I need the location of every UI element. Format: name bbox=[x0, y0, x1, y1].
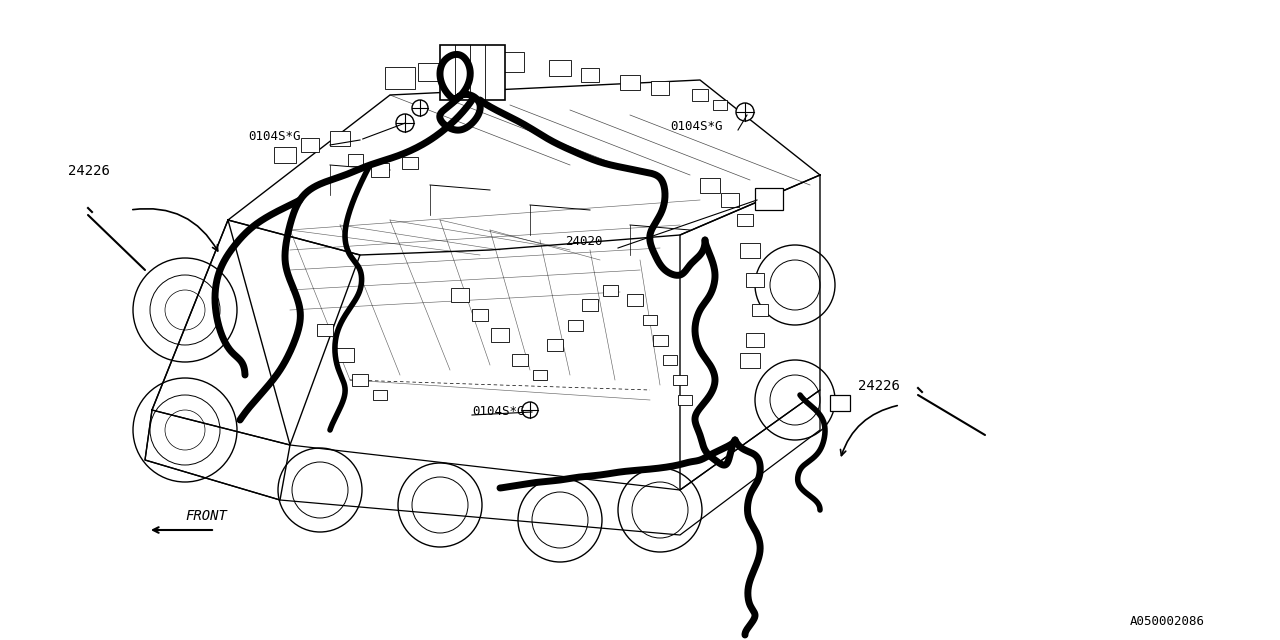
Bar bbox=[653, 335, 668, 346]
Bar bbox=[512, 354, 529, 366]
Bar bbox=[627, 294, 643, 306]
Text: 24226: 24226 bbox=[858, 379, 900, 393]
Bar bbox=[582, 299, 598, 311]
Bar bbox=[352, 374, 369, 386]
Bar bbox=[678, 395, 692, 405]
Bar bbox=[673, 375, 687, 385]
Text: 24226: 24226 bbox=[68, 164, 110, 178]
Bar bbox=[740, 353, 760, 368]
Bar bbox=[301, 138, 319, 152]
Circle shape bbox=[396, 114, 413, 132]
Bar bbox=[451, 288, 468, 302]
Bar bbox=[549, 60, 571, 76]
Circle shape bbox=[736, 103, 754, 121]
Bar bbox=[492, 328, 509, 342]
Text: 0104S*G: 0104S*G bbox=[669, 120, 722, 133]
Bar bbox=[532, 370, 547, 380]
Bar bbox=[419, 63, 443, 81]
Bar bbox=[740, 243, 760, 258]
Circle shape bbox=[412, 100, 428, 116]
Bar bbox=[497, 52, 524, 72]
Bar bbox=[603, 285, 618, 296]
Text: 0104S*G: 0104S*G bbox=[248, 130, 301, 143]
Bar bbox=[713, 100, 727, 110]
Bar bbox=[643, 315, 657, 325]
Bar bbox=[472, 309, 488, 321]
Bar bbox=[663, 355, 677, 365]
Bar bbox=[274, 147, 296, 163]
Text: 0104S*G: 0104S*G bbox=[472, 405, 525, 418]
Bar bbox=[692, 89, 708, 101]
Circle shape bbox=[522, 402, 538, 418]
Bar bbox=[753, 304, 768, 316]
Bar bbox=[620, 75, 640, 90]
Bar bbox=[721, 193, 739, 207]
Bar bbox=[652, 81, 669, 95]
Bar bbox=[737, 214, 753, 226]
Text: A050002086: A050002086 bbox=[1130, 615, 1204, 628]
Bar bbox=[330, 131, 349, 146]
Bar bbox=[568, 320, 582, 331]
Bar bbox=[829, 395, 850, 411]
Bar bbox=[700, 178, 719, 193]
Bar bbox=[746, 273, 764, 287]
Bar bbox=[348, 154, 364, 166]
Bar bbox=[402, 157, 419, 169]
Bar bbox=[746, 333, 764, 347]
Bar bbox=[581, 68, 599, 82]
Bar bbox=[755, 188, 783, 210]
Bar bbox=[440, 45, 506, 100]
Bar bbox=[547, 339, 563, 351]
Bar bbox=[335, 348, 355, 362]
Bar bbox=[317, 324, 333, 336]
Bar bbox=[372, 390, 387, 400]
Bar bbox=[371, 163, 389, 177]
Text: FRONT: FRONT bbox=[186, 509, 227, 523]
Text: 24020: 24020 bbox=[564, 235, 603, 248]
Bar bbox=[385, 67, 415, 89]
